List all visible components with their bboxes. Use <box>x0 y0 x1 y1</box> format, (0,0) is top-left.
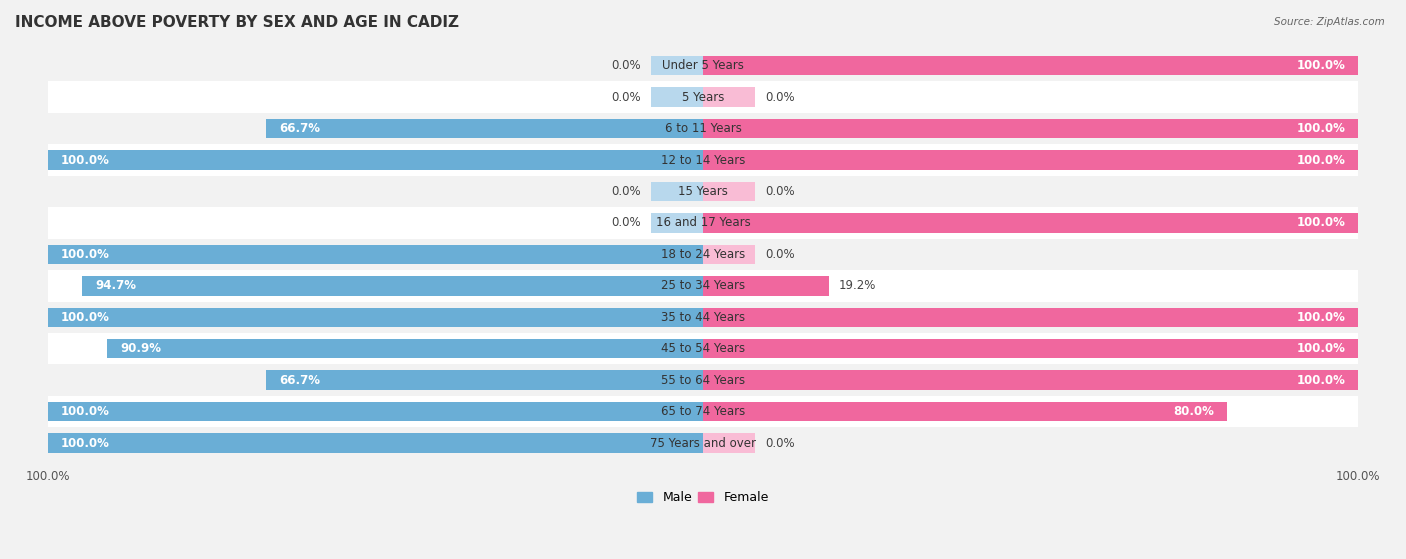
Bar <box>48 427 1358 459</box>
Text: 15 Years: 15 Years <box>678 185 728 198</box>
Bar <box>703 119 1358 138</box>
Bar <box>703 213 1358 233</box>
Text: 6 to 11 Years: 6 to 11 Years <box>665 122 741 135</box>
Text: 0.0%: 0.0% <box>612 91 641 103</box>
Text: 100.0%: 100.0% <box>1296 342 1346 355</box>
Bar <box>651 87 703 107</box>
Bar <box>703 433 755 453</box>
Bar <box>83 276 703 296</box>
Text: 0.0%: 0.0% <box>612 185 641 198</box>
Bar <box>703 371 1358 390</box>
Bar <box>703 402 1227 421</box>
Text: 100.0%: 100.0% <box>60 405 110 418</box>
Bar <box>48 433 703 453</box>
Bar <box>48 270 1358 301</box>
Text: 0.0%: 0.0% <box>765 437 794 449</box>
Text: 19.2%: 19.2% <box>838 280 876 292</box>
Bar <box>266 119 703 138</box>
Bar <box>266 371 703 390</box>
Text: 0.0%: 0.0% <box>765 248 794 261</box>
Text: 12 to 14 Years: 12 to 14 Years <box>661 154 745 167</box>
Text: 100.0%: 100.0% <box>25 470 70 483</box>
Text: 100.0%: 100.0% <box>1296 216 1346 229</box>
Text: 66.7%: 66.7% <box>278 122 321 135</box>
Bar <box>107 339 703 358</box>
Text: 90.9%: 90.9% <box>121 342 162 355</box>
Text: 94.7%: 94.7% <box>96 280 136 292</box>
Text: INCOME ABOVE POVERTY BY SEX AND AGE IN CADIZ: INCOME ABOVE POVERTY BY SEX AND AGE IN C… <box>15 15 458 30</box>
Bar <box>48 307 703 327</box>
Text: 35 to 44 Years: 35 to 44 Years <box>661 311 745 324</box>
Bar <box>703 150 1358 170</box>
Text: 5 Years: 5 Years <box>682 91 724 103</box>
Text: Source: ZipAtlas.com: Source: ZipAtlas.com <box>1274 17 1385 27</box>
Bar <box>48 144 1358 176</box>
Bar <box>48 50 1358 82</box>
Bar <box>48 364 1358 396</box>
Bar <box>48 113 1358 144</box>
Text: 16 and 17 Years: 16 and 17 Years <box>655 216 751 229</box>
Text: 0.0%: 0.0% <box>612 216 641 229</box>
Text: 75 Years and over: 75 Years and over <box>650 437 756 449</box>
Bar <box>651 213 703 233</box>
Bar <box>48 207 1358 239</box>
Bar <box>48 150 703 170</box>
Legend: Male, Female: Male, Female <box>633 486 773 509</box>
Text: 0.0%: 0.0% <box>765 185 794 198</box>
Text: 65 to 74 Years: 65 to 74 Years <box>661 405 745 418</box>
Text: 66.7%: 66.7% <box>278 373 321 387</box>
Bar <box>703 339 1358 358</box>
Text: 25 to 34 Years: 25 to 34 Years <box>661 280 745 292</box>
Bar <box>703 276 828 296</box>
Text: 100.0%: 100.0% <box>60 248 110 261</box>
Text: 100.0%: 100.0% <box>60 437 110 449</box>
Text: Under 5 Years: Under 5 Years <box>662 59 744 72</box>
Bar <box>48 239 1358 270</box>
Bar <box>651 56 703 75</box>
Bar <box>48 82 1358 113</box>
Bar <box>48 402 703 421</box>
Text: 100.0%: 100.0% <box>60 311 110 324</box>
Text: 0.0%: 0.0% <box>765 91 794 103</box>
Bar <box>703 56 1358 75</box>
Text: 100.0%: 100.0% <box>1296 154 1346 167</box>
Bar <box>48 396 1358 427</box>
Text: 80.0%: 80.0% <box>1173 405 1215 418</box>
Bar <box>703 245 755 264</box>
Bar <box>48 333 1358 364</box>
Text: 55 to 64 Years: 55 to 64 Years <box>661 373 745 387</box>
Bar <box>651 182 703 201</box>
Text: 100.0%: 100.0% <box>1296 311 1346 324</box>
Bar <box>48 245 703 264</box>
Bar <box>48 176 1358 207</box>
Text: 45 to 54 Years: 45 to 54 Years <box>661 342 745 355</box>
Bar <box>703 87 755 107</box>
Bar <box>48 301 1358 333</box>
Text: 100.0%: 100.0% <box>1336 470 1381 483</box>
Text: 0.0%: 0.0% <box>612 59 641 72</box>
Text: 100.0%: 100.0% <box>1296 373 1346 387</box>
Text: 18 to 24 Years: 18 to 24 Years <box>661 248 745 261</box>
Text: 100.0%: 100.0% <box>1296 122 1346 135</box>
Text: 100.0%: 100.0% <box>1296 59 1346 72</box>
Text: 100.0%: 100.0% <box>60 154 110 167</box>
Bar <box>703 182 755 201</box>
Bar <box>703 307 1358 327</box>
